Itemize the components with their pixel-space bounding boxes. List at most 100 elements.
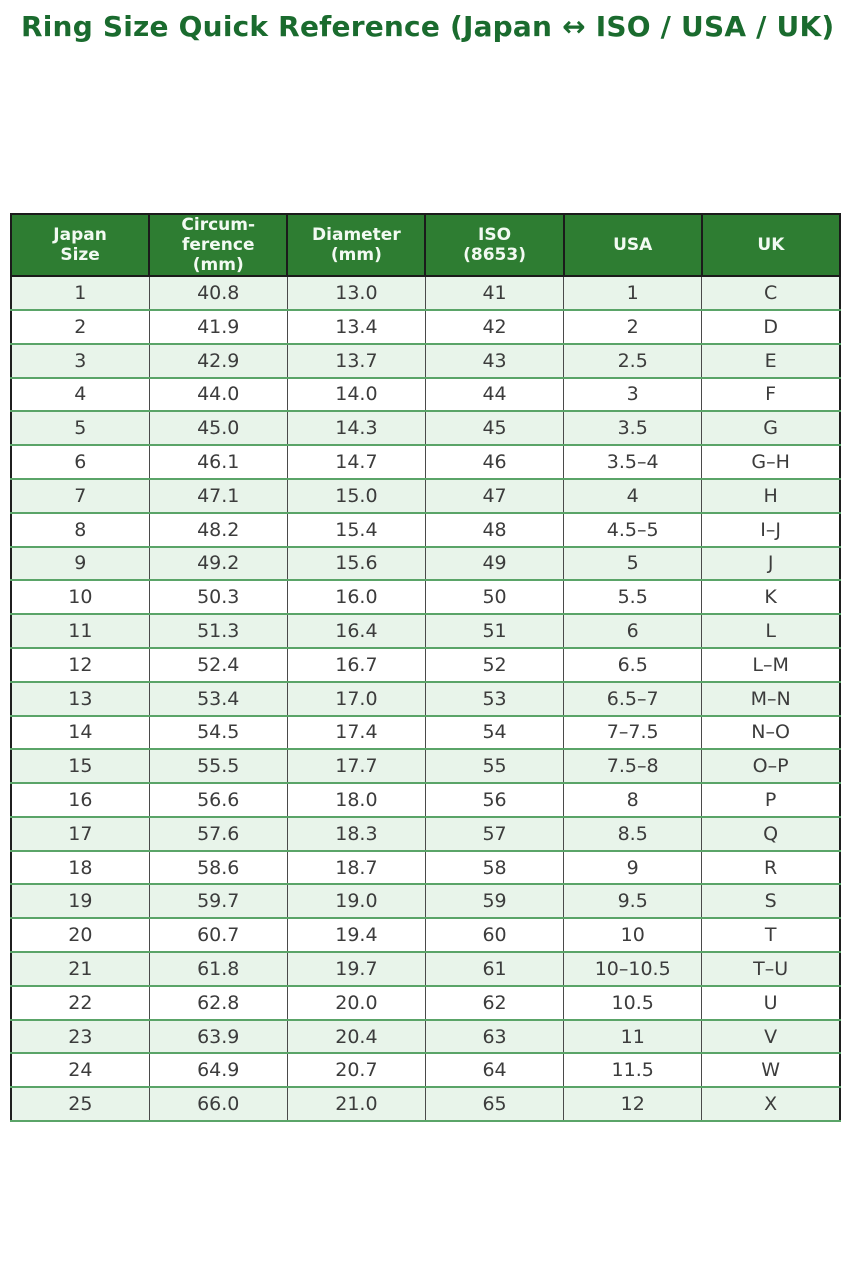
table-cell-iso: 46 [424,444,565,480]
table-row: 5 45.0 14.3 45 3.5 G [10,410,841,447]
table-cell-uk: T [701,917,841,954]
table-cell-japan: 6 [10,444,150,480]
table-cell-usa: 2.5 [563,342,703,379]
table-cell-diameter: 20.0 [286,984,426,1021]
table-cell-iso: 41 [424,275,565,311]
table-cell-circumference: 40.8 [148,275,288,311]
table-cell-circumference: 56.6 [148,782,288,818]
table-cell-uk: N–O [701,714,841,751]
table-cell-diameter: 19.7 [286,951,426,987]
table-cell-circumference: 54.5 [148,714,288,751]
table-cell-japan: 19 [10,883,150,920]
table-cell-usa: 4.5–5 [563,511,703,548]
table-cell-usa: 12 [563,1086,703,1123]
table-cell-iso: 50 [424,579,565,616]
table-cell-japan: 4 [10,376,150,413]
table-row: 8 48.2 15.4 48 4.5–5 I–J [10,511,841,548]
table-cell-circumference: 46.1 [148,444,288,480]
table-cell-circumference: 48.2 [148,511,288,548]
table-cell-usa: 11.5 [563,1052,703,1089]
table-row: 7 47.1 15.0 47 4 H [10,477,841,514]
table-cell-usa: 10.5 [563,984,703,1021]
table-cell-uk: U [701,984,841,1021]
table-row: 19 59.7 19.0 59 9.5 S [10,883,841,920]
table-cell-iso: 49 [424,545,565,582]
table-row: 18 58.6 18.7 58 9 R [10,849,841,886]
table-cell-uk: M–N [701,680,841,717]
table-cell-uk: W [701,1052,841,1089]
table-cell-japan: 23 [10,1018,150,1055]
ring-size-table: Japan Size Circum- ference (mm) Diameter (… [9,212,842,1123]
table-cell-iso: 42 [424,308,565,345]
table-cell-usa: 3.5 [563,410,703,447]
table-cell-uk: K [701,579,841,616]
table-cell-japan: 18 [10,849,150,886]
table-cell-iso: 44 [424,376,565,413]
table-cell-iso: 43 [424,342,565,379]
table-row: 10 50.3 16.0 50 5.5 K [10,579,841,616]
table-cell-iso: 58 [424,849,565,886]
table-cell-iso: 65 [424,1086,565,1123]
table-cell-iso: 56 [424,782,565,818]
table-cell-circumference: 64.9 [148,1052,288,1089]
table-cell-japan: 9 [10,545,150,582]
table-cell-usa: 10 [563,917,703,954]
table-cell-uk: E [701,342,841,379]
table-cell-iso: 60 [424,917,565,954]
table-row: 21 61.8 19.7 61 10–10.5 T–U [10,951,841,987]
table-cell-circumference: 52.4 [148,646,288,683]
table-cell-diameter: 14.0 [286,376,426,413]
table-cell-uk: X [701,1086,841,1123]
table-cell-diameter: 13.4 [286,308,426,345]
table-cell-usa: 7–7.5 [563,714,703,751]
column-header-diameter: Diameter (mm) [286,212,427,278]
table-cell-usa: 1 [563,275,703,311]
table-cell-usa: 2 [563,308,703,345]
table-cell-uk: P [701,782,841,818]
table-cell-usa: 9 [563,849,703,886]
table-cell-circumference: 41.9 [148,308,288,345]
table-cell-uk: C [701,275,841,311]
table-cell-japan: 11 [10,613,150,649]
table-cell-japan: 1 [10,275,150,311]
table-cell-circumference: 42.9 [148,342,288,379]
table-row: 9 49.2 15.6 49 5 J [10,545,841,582]
column-header-circumference: Circum- ference (mm) [148,212,289,278]
table-row: 23 63.9 20.4 63 11 V [10,1018,841,1055]
table-row: 17 57.6 18.3 57 8.5 Q [10,815,841,852]
table-cell-uk: Q [701,815,841,852]
table-cell-uk: D [701,308,841,345]
table-cell-iso: 64 [424,1052,565,1089]
table-row: 15 55.5 17.7 55 7.5–8 O–P [10,748,841,785]
table-cell-diameter: 13.7 [286,342,426,379]
table-row: 4 44.0 14.0 44 3 F [10,376,841,413]
column-header-japan: Japan Size [9,212,151,278]
table-cell-japan: 25 [10,1086,150,1123]
table-cell-circumference: 60.7 [148,917,288,954]
table-cell-japan: 14 [10,714,150,751]
table-cell-japan: 13 [10,680,150,717]
table-cell-japan: 5 [10,410,150,447]
table-cell-usa: 3.5–4 [563,444,703,480]
table-cell-diameter: 14.7 [286,444,426,480]
table-cell-circumference: 44.0 [148,376,288,413]
table-cell-circumference: 51.3 [148,613,288,649]
table-cell-iso: 62 [424,984,565,1021]
table-cell-usa: 8.5 [563,815,703,852]
table-cell-uk: S [701,883,841,920]
table-cell-diameter: 16.4 [286,613,426,649]
table-cell-circumference: 53.4 [148,680,288,717]
table-cell-usa: 6 [563,613,703,649]
table-cell-japan: 10 [10,579,150,616]
table-row: 12 52.4 16.7 52 6.5 L–M [10,646,841,683]
table-cell-japan: 2 [10,308,150,345]
table-cell-diameter: 21.0 [286,1086,426,1123]
table-cell-usa: 3 [563,376,703,413]
table-row: 16 56.6 18.0 56 8 P [10,782,841,818]
table-cell-usa: 5 [563,545,703,582]
table-cell-iso: 57 [424,815,565,852]
table-cell-diameter: 17.7 [286,748,426,785]
table-cell-japan: 21 [10,951,150,987]
table-cell-japan: 12 [10,646,150,683]
